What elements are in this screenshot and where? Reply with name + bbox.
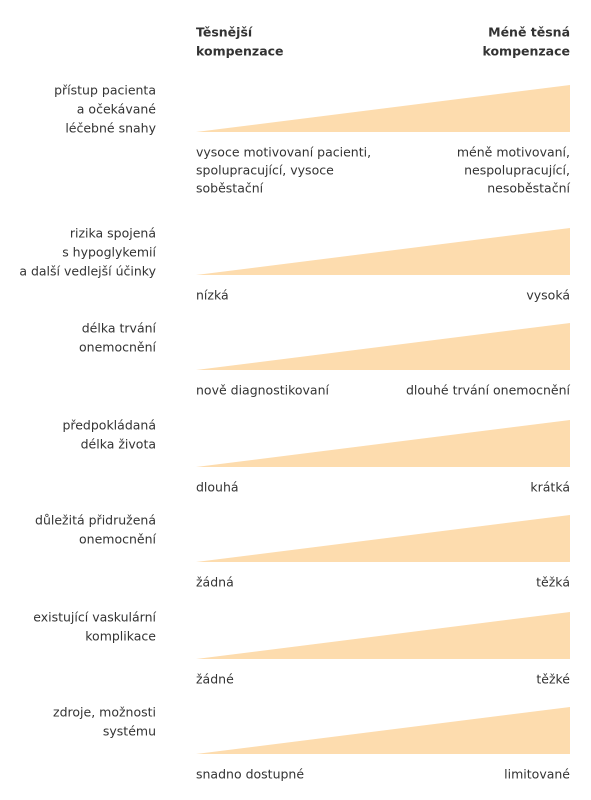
wedge: [196, 85, 570, 132]
header-left: Těsnější: [196, 25, 253, 40]
row-label: s hypoglykemií: [62, 245, 156, 260]
row-label: délka života: [81, 437, 156, 452]
header-left: kompenzace: [196, 44, 284, 59]
row-label: předpokládaná: [62, 418, 156, 433]
row-label: a další vedlejší účinky: [19, 264, 156, 279]
left-text: nízká: [196, 288, 229, 303]
right-text: limitované: [504, 767, 570, 782]
row-label: důležitá přidružená: [35, 513, 156, 528]
row-label: zdroje, možnosti: [53, 705, 156, 720]
left-text: žádná: [196, 575, 234, 590]
row-label: přístup pacienta: [54, 83, 156, 98]
left-text: spolupracující, vysoce: [196, 163, 334, 178]
wedge: [196, 707, 570, 754]
right-text: krátká: [530, 480, 570, 495]
wedge: [196, 420, 570, 467]
row-label: a očekávané: [77, 102, 157, 117]
row-label: léčebné snahy: [65, 121, 156, 136]
right-text: těžká: [536, 575, 570, 590]
row-label: délka trvání: [82, 321, 157, 336]
wedge: [196, 323, 570, 370]
right-text: dlouhé trvání onemocnění: [406, 383, 571, 398]
right-text: těžké: [536, 672, 570, 687]
row-label: rizika spojená: [70, 226, 156, 241]
row-label: komplikace: [85, 629, 156, 644]
right-text: méně motivovaní,: [457, 145, 570, 160]
left-text: snadno dostupné: [196, 767, 304, 782]
left-text: dlouhá: [196, 480, 239, 495]
wedge: [196, 612, 570, 659]
row-label: existující vaskulární: [33, 610, 156, 625]
wedge: [196, 228, 570, 275]
right-text: vysoká: [526, 288, 570, 303]
header-right: kompenzace: [482, 44, 570, 59]
wedge: [196, 515, 570, 562]
row-label: onemocnění: [79, 532, 156, 547]
left-text: vysoce motivovaní pacienti,: [196, 145, 371, 160]
header-right: Méně těsná: [488, 25, 570, 40]
left-text: soběstační: [196, 181, 264, 196]
row-label: systému: [103, 724, 156, 739]
right-text: nespolupracující,: [464, 163, 570, 178]
row-label: onemocnění: [79, 340, 156, 355]
left-text: nově diagnostikovaní: [196, 383, 330, 398]
left-text: žádné: [196, 672, 234, 687]
right-text: nesoběstační: [487, 181, 570, 196]
